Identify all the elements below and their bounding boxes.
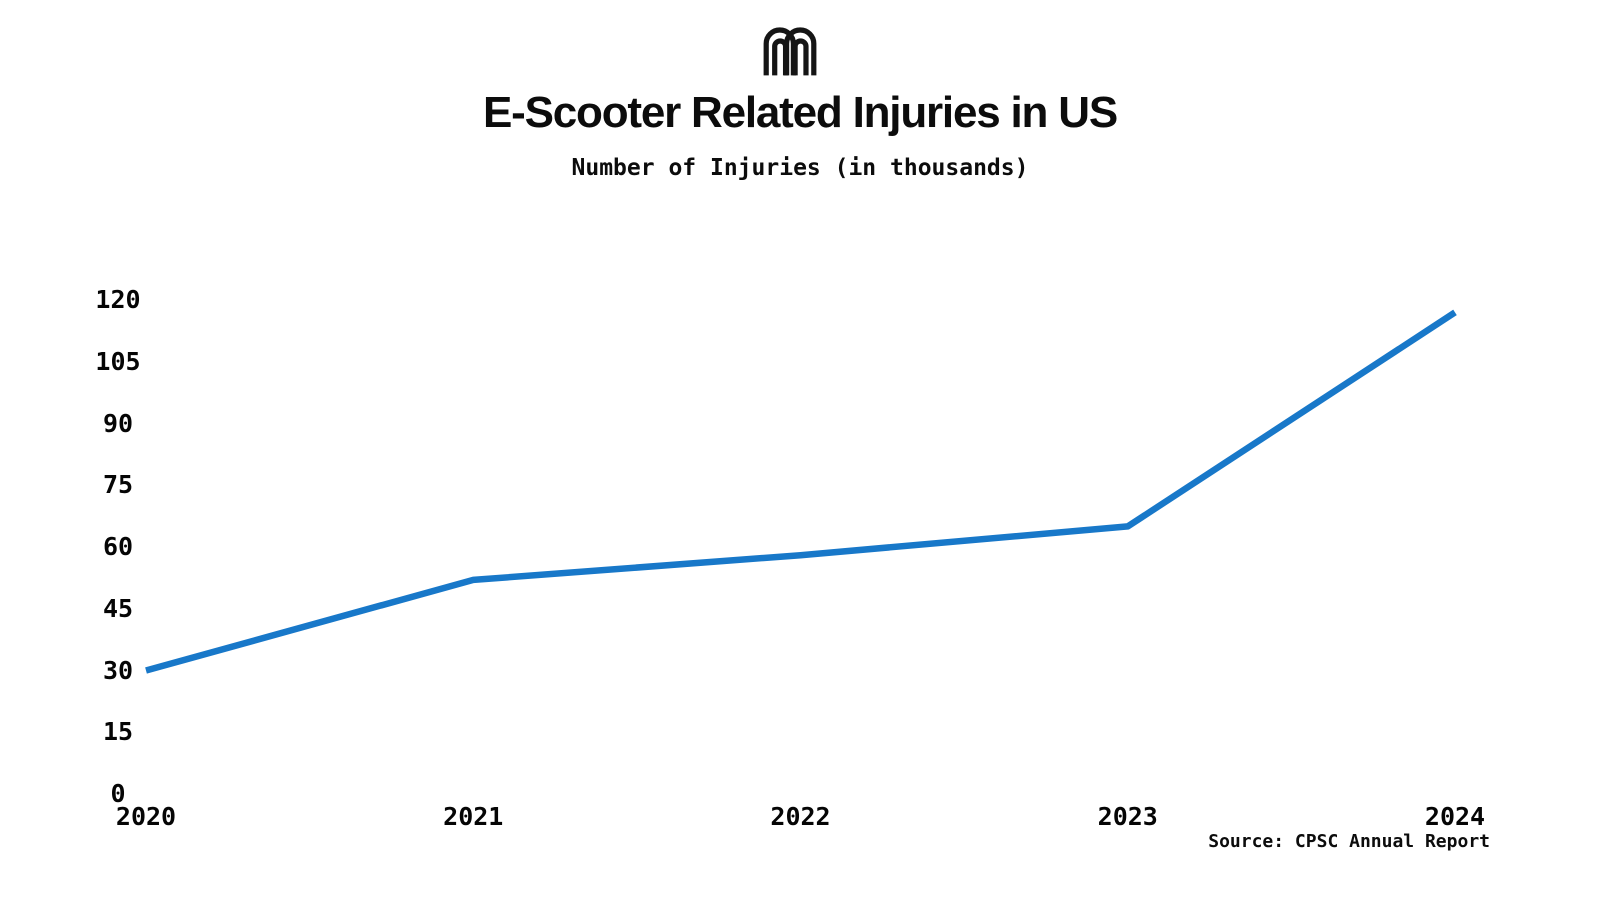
source-note: Source: CPSC Annual Report (1208, 831, 1490, 852)
y-tick-label: 120 (95, 285, 141, 314)
y-tick-label: 0 (110, 779, 126, 808)
y-tick-label: 30 (102, 655, 134, 685)
y-tick-label: 75 (102, 470, 134, 500)
chart-subtitle: Number of Injuries (in thousands) (571, 155, 1029, 181)
y-tick-label: 45 (102, 593, 134, 623)
x-tick-label: 2020 (115, 802, 177, 831)
injuries-line (145, 309, 1457, 674)
y-tick-label: 90 (102, 408, 134, 438)
x-tick-label: 2024 (1424, 802, 1486, 831)
x-tick-label: 2021 (443, 802, 504, 831)
x-tick-label: 2023 (1097, 802, 1158, 831)
x-tick-label: 2022 (770, 802, 831, 831)
chart-title: E-Scooter Related Injuries in US (483, 88, 1118, 137)
y-tick-label: 105 (95, 346, 141, 376)
y-tick-label: 60 (102, 532, 134, 561)
double-arch-m-icon (763, 27, 817, 76)
y-tick-label: 15 (102, 717, 134, 747)
brand-logo (752, 16, 828, 78)
